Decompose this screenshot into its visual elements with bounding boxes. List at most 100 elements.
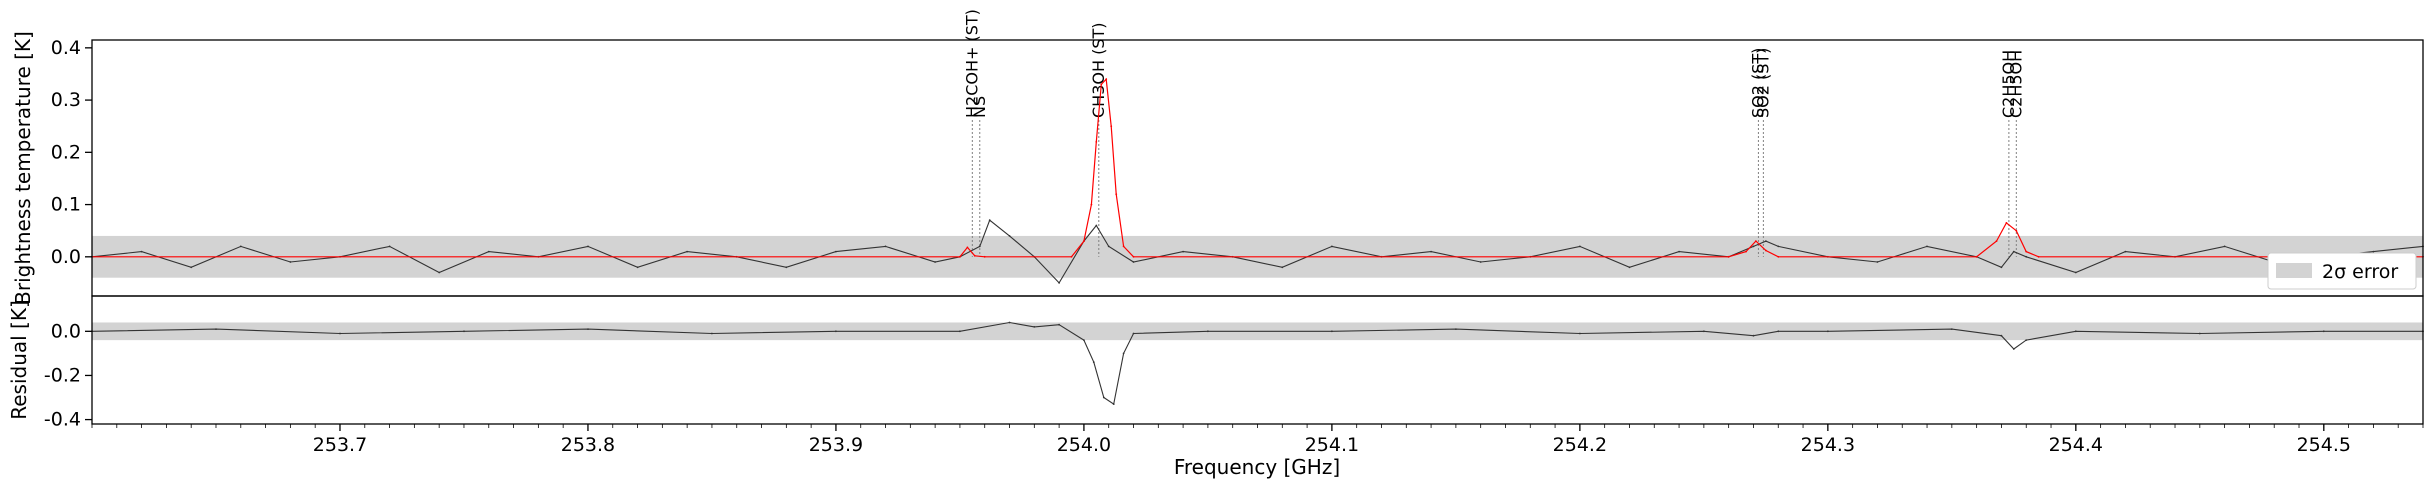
model-point — [1090, 203, 1093, 206]
observed-point — [587, 245, 589, 248]
legend-frame — [2267, 252, 2417, 290]
x-axis-label: Frequency [GHz] — [1174, 455, 1340, 479]
residual-point — [463, 330, 465, 333]
residual-point — [1455, 328, 1457, 330]
observed-point — [388, 245, 391, 248]
observed-point — [1752, 245, 1755, 248]
residual-point — [339, 332, 341, 335]
residual-point — [1132, 332, 1135, 335]
model-point — [1745, 250, 1747, 253]
y-tick-label: 0.0 — [51, 320, 81, 342]
model-point — [1755, 240, 1757, 243]
observed-point — [1331, 245, 1333, 248]
observed-point — [140, 250, 143, 253]
y-tick-label: 0.3 — [51, 89, 81, 111]
y-tick-label: 0.0 — [51, 246, 81, 268]
observed-point — [2074, 271, 2077, 274]
model-point — [1070, 255, 1073, 258]
x-tick-label: 254.1 — [1305, 434, 1359, 456]
observed-point — [289, 261, 292, 263]
line-marker-label: NS — [970, 96, 989, 118]
model-line — [92, 77, 2423, 258]
top-y-ticks: 0.0 0.1 0.2 0.3 0.4 — [51, 37, 92, 268]
observed-point — [239, 245, 242, 248]
residual-point — [1777, 330, 1780, 333]
residual-point — [1207, 330, 1209, 333]
observed-point — [2223, 245, 2226, 248]
residual-point — [215, 328, 217, 330]
residual-point — [959, 330, 961, 333]
observed-point — [2000, 266, 2003, 269]
observed-point — [636, 266, 639, 269]
x-tick-label: 254.0 — [1057, 434, 1111, 456]
observed-point — [934, 261, 936, 263]
observed-point — [1058, 282, 1060, 284]
x-tick-label: 254.5 — [2297, 434, 2351, 456]
spectrum-series — [91, 77, 2424, 284]
model-point — [1110, 125, 1113, 128]
line-marker-label: SO2 (ST) — [1753, 48, 1772, 118]
legend-entry-error: 2σ error — [2322, 261, 2398, 283]
residual-point — [1112, 403, 1115, 405]
model-point — [2025, 250, 2028, 253]
legend-swatch-error-band — [2276, 263, 2312, 278]
x-ticks: 253.7 253.8 253.9 254.0 254.1 254.2 254.3 254.4… — [91, 424, 2424, 456]
observed-point — [785, 266, 788, 269]
observed-line — [91, 219, 2424, 284]
observed-point — [1926, 245, 1928, 248]
residual-point — [1083, 339, 1085, 341]
model-point — [983, 255, 986, 258]
model-point — [1995, 240, 1998, 243]
residual-point — [2198, 332, 2201, 335]
spectrum-panel: H2COH+ (ST)NS CH3OH (ST) SO2 (ST)SO2 (ST) C… — [11, 9, 2424, 305]
residual-point — [1579, 332, 1581, 335]
y-tick-label: 0.1 — [51, 194, 81, 216]
model-point — [966, 246, 969, 249]
model-point — [1975, 255, 1978, 258]
residual-point — [1950, 328, 1953, 330]
line-marker-label: C2H5OH — [2006, 50, 2025, 118]
y-tick-label: -0.2 — [44, 364, 81, 386]
residual-y-ticks: 0.0 -0.2 -0.4 — [44, 320, 92, 431]
residual-point — [1331, 330, 1333, 333]
model-point — [1727, 255, 1730, 258]
model-point — [1132, 255, 1135, 258]
residual-point — [1058, 323, 1060, 326]
observed-point — [1777, 245, 1780, 248]
residual-point — [1033, 326, 1036, 328]
model-point — [1105, 78, 1108, 81]
residual-point — [1703, 330, 1705, 333]
observed-point — [2025, 255, 2028, 258]
model-point — [959, 255, 961, 258]
residual-point — [2000, 334, 2003, 337]
model-point — [2005, 222, 2008, 224]
residual-point — [2025, 339, 2028, 341]
residual-panel: 0.0 -0.2 -0.4 Residual [K] — [7, 295, 2424, 431]
model-point — [1095, 141, 1098, 143]
model-point — [1777, 255, 1780, 258]
observed-point — [2124, 250, 2127, 253]
observed-point — [1678, 250, 1680, 253]
residual-point — [711, 332, 713, 335]
residual-point — [587, 328, 589, 330]
line-marker-label: H2COH+ (ST) — [962, 9, 981, 118]
observed-point — [2372, 250, 2375, 253]
residual-point — [2012, 348, 2015, 350]
model-point — [973, 254, 976, 257]
observed-point — [2012, 250, 2015, 253]
observed-point — [988, 219, 991, 222]
residual-y-axis-label: Residual [K] — [7, 300, 31, 420]
line-markers: H2COH+ (ST)NS CH3OH (ST) SO2 (ST)SO2 (ST) C… — [962, 9, 2025, 257]
x-tick-label: 254.3 — [1801, 434, 1855, 456]
observed-point — [1430, 250, 1432, 253]
observed-point — [1008, 235, 1011, 237]
observed-point — [884, 245, 887, 248]
residual-point — [1122, 352, 1125, 355]
model-point — [2037, 255, 2040, 258]
line-marker-label: SO2 (ST) — [1748, 48, 1767, 118]
residual-point — [1008, 321, 1011, 324]
model-point — [1122, 245, 1125, 248]
line-marker-label: CH3OH (ST) — [1089, 22, 1108, 118]
x-tick-label: 253.9 — [809, 434, 863, 456]
observed-point — [1579, 245, 1581, 248]
